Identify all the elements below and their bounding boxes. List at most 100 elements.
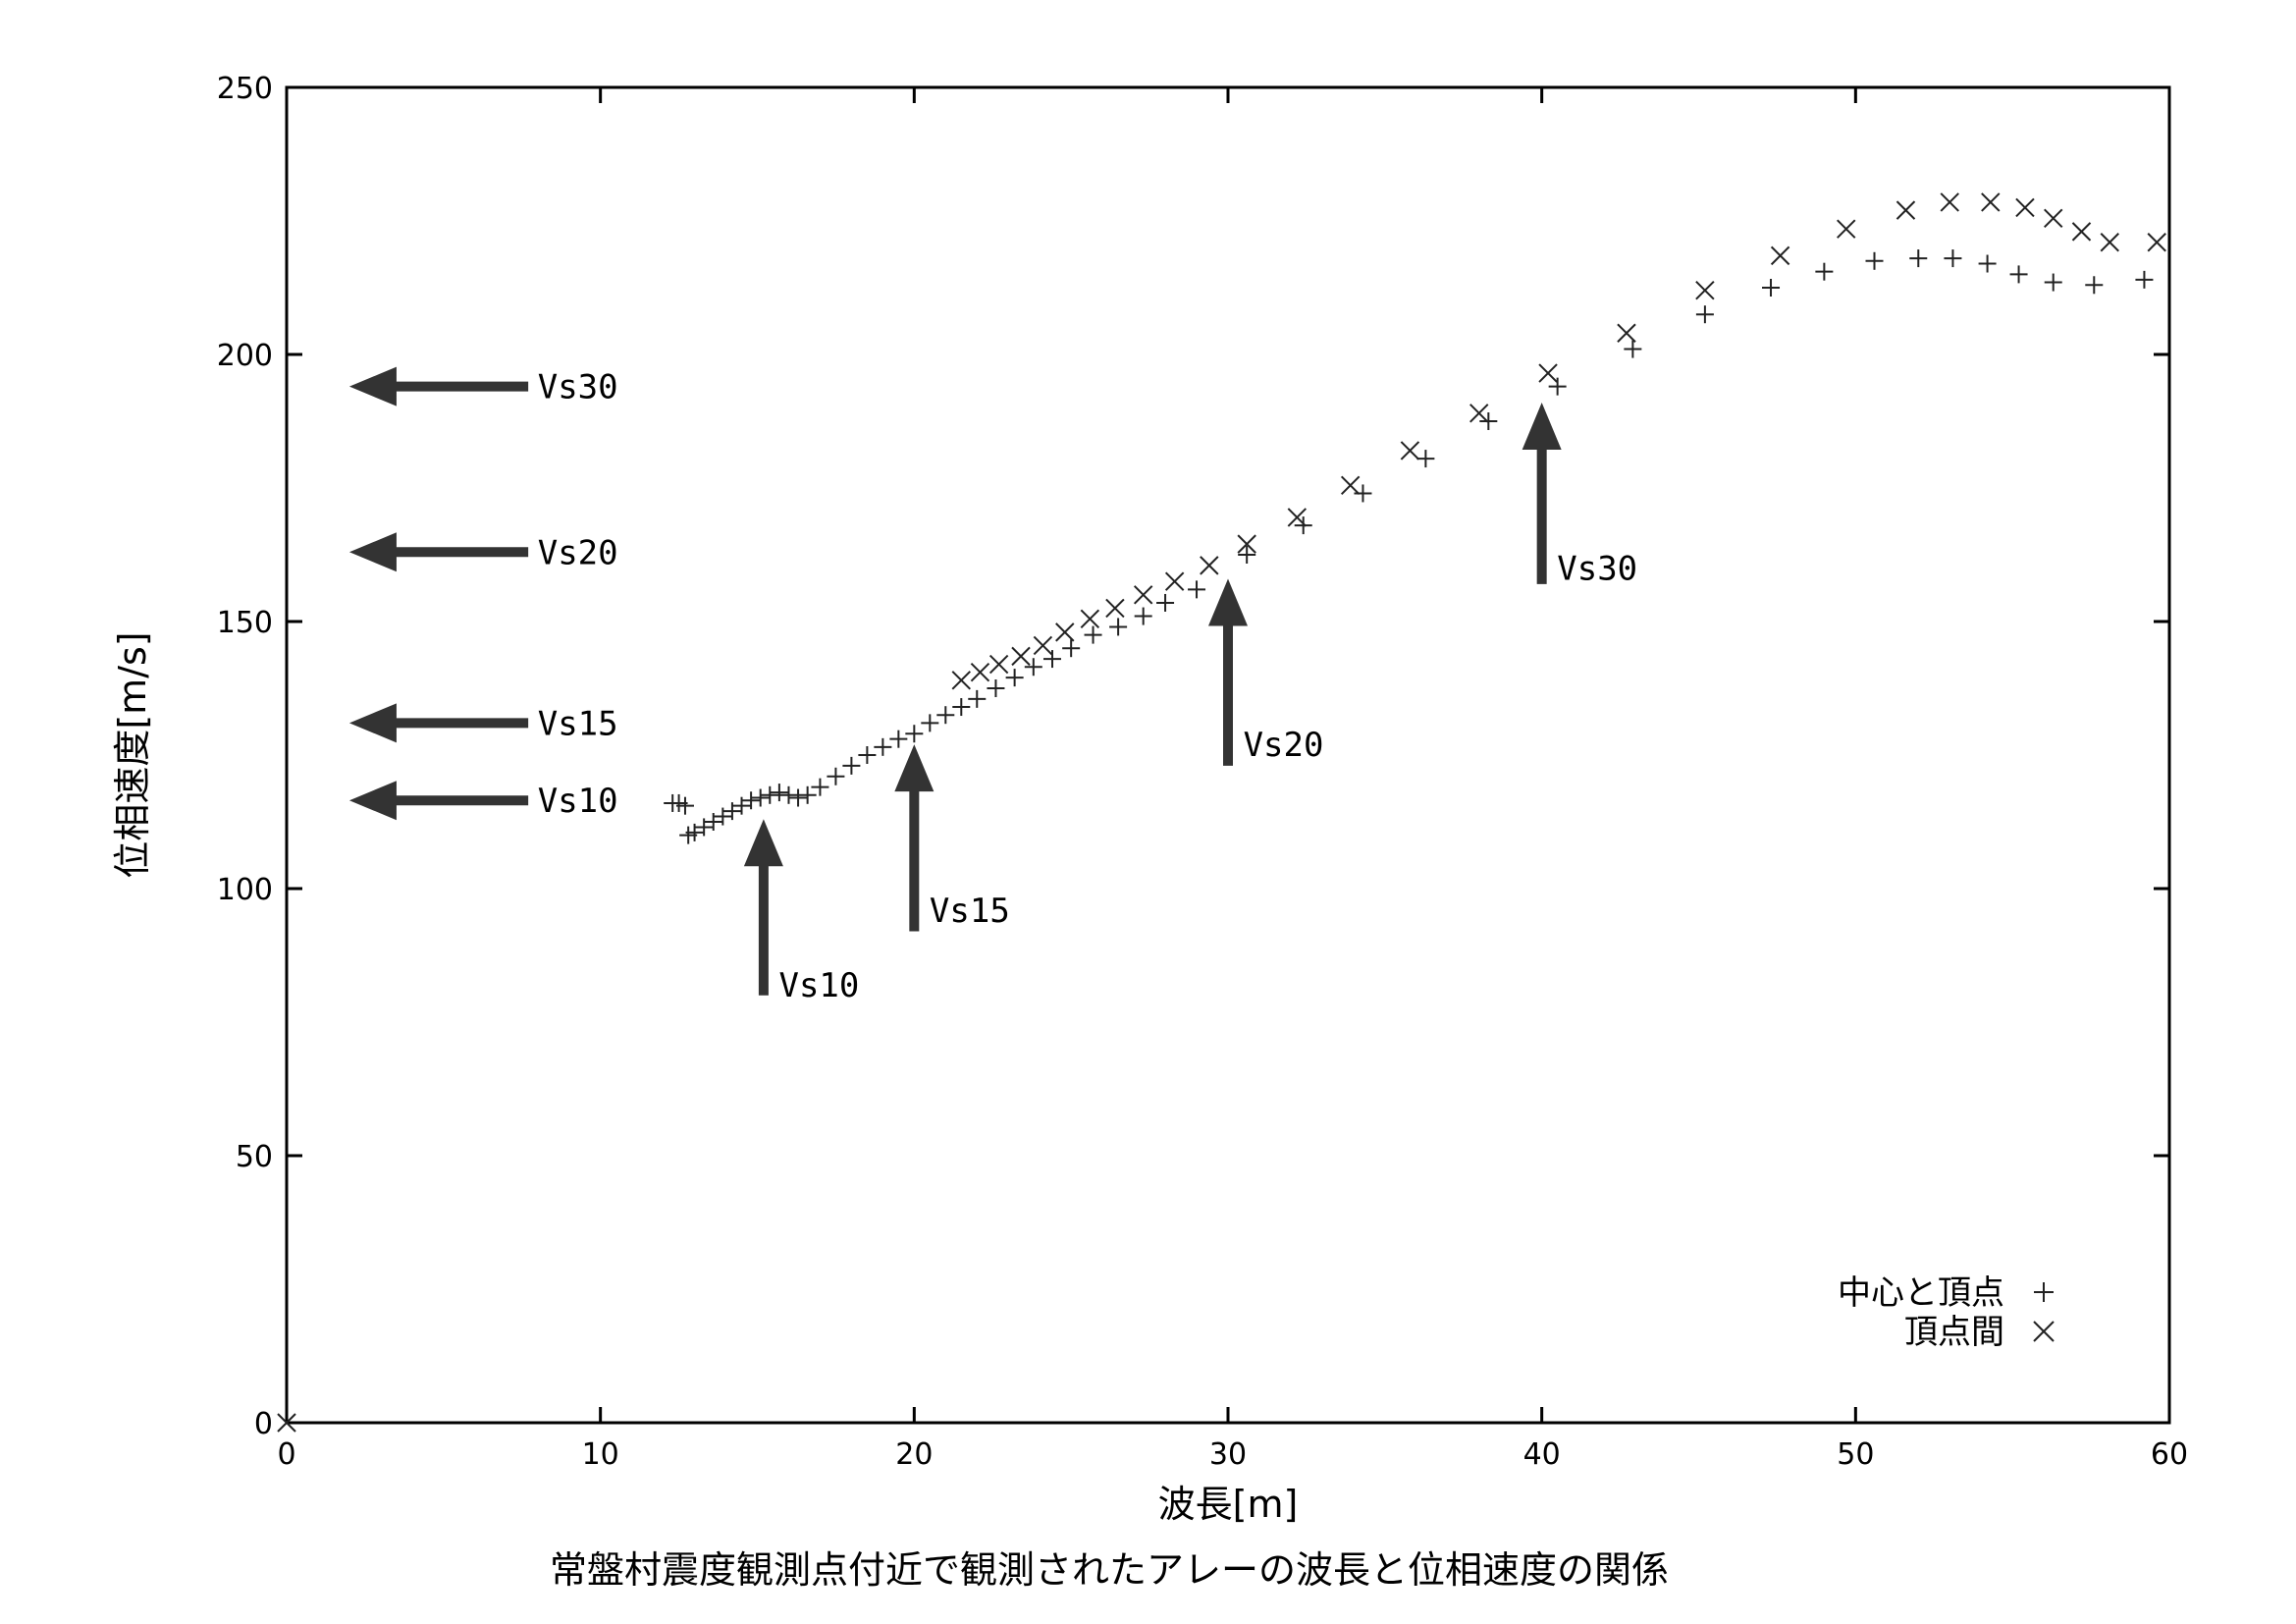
data-point-plus [921, 714, 939, 732]
marker-stroke [2071, 222, 2092, 242]
data-point-plus [952, 698, 971, 717]
marker-stroke [1538, 363, 1558, 383]
data-point-cross [1896, 200, 1916, 220]
annotation-arrow: Vs15 [348, 703, 618, 743]
marker-stroke [1105, 598, 1125, 619]
data-point-cross [2147, 233, 2166, 252]
data-point-plus [858, 746, 877, 764]
data-point-cross [1695, 281, 1715, 300]
marker-stroke [988, 654, 1009, 675]
x-tick-label: 50 [1837, 1437, 1874, 1472]
annotation-arrow: Vs10 [348, 781, 618, 821]
axis-ticks [285, 85, 2171, 1425]
y-tick-label: 150 [217, 606, 273, 640]
data-point-plus [704, 813, 722, 831]
annotation-arrow: Vs15 [894, 744, 1010, 932]
data-point-plus [2044, 273, 2062, 292]
data-point-plus [1024, 658, 1042, 677]
data-point-cross [1105, 598, 1125, 619]
data-point-plus [1815, 262, 1834, 281]
data-point-cross [951, 671, 971, 690]
annotation-label: Vs30 [538, 368, 618, 407]
data-point-plus [695, 818, 714, 837]
data-point-cross [1981, 192, 2001, 212]
annotation-label: Vs10 [778, 966, 859, 1005]
marker-stroke [1340, 475, 1361, 495]
data-point-plus [2009, 265, 2028, 284]
data-point-plus [1005, 669, 1024, 687]
marker-stroke [2147, 233, 2166, 252]
series-1 [664, 249, 2154, 844]
data-point-cross [1200, 556, 1219, 575]
y-tick-label: 50 [236, 1140, 273, 1174]
data-point-plus [1978, 254, 1997, 273]
arrow-shape [894, 744, 934, 932]
marker-stroke [1695, 281, 1715, 300]
data-point-plus [811, 778, 829, 796]
x-tick-label: 20 [895, 1437, 933, 1472]
legend-marker-cross [2033, 1321, 2055, 1342]
y-tick-labels: 0 50 100 150 200 250 [217, 72, 273, 1441]
y-tick-label: 200 [217, 339, 273, 373]
data-point-plus [761, 785, 779, 804]
series-2 [277, 192, 2166, 1433]
data-point-plus [2085, 276, 2104, 295]
data-point-plus [714, 807, 732, 826]
data-point-cross [277, 1413, 296, 1433]
annotations: Vs30 Vs20 Vs15 Vs10 Vs10 Vs15 Vs20 Vs30 [348, 366, 1637, 1005]
data-point-plus [1416, 450, 1435, 468]
data-point-plus [936, 706, 955, 725]
data-point-plus [842, 756, 861, 775]
marker-stroke [1940, 192, 1959, 212]
data-point-cross [2015, 197, 2035, 218]
annotation-arrow: Vs20 [1208, 578, 1323, 766]
data-point-plus [1188, 580, 1206, 599]
marker-stroke [1055, 623, 1075, 642]
arrow-shape [1522, 402, 1562, 584]
annotation-arrow: Vs10 [743, 819, 859, 1005]
marker-stroke [2033, 1321, 2055, 1342]
data-point-plus [905, 725, 924, 743]
data-point-plus [751, 788, 770, 807]
legend-label-series-2: 頂点間 [1904, 1313, 2004, 1352]
data-point-plus [827, 767, 845, 785]
y-tick-label: 0 [254, 1407, 273, 1441]
data-point-cross [2044, 208, 2063, 228]
annotation-label: Vs30 [1557, 550, 1637, 589]
marker-stroke [1133, 585, 1153, 605]
data-point-plus [1865, 251, 1884, 270]
marker-stroke [1400, 441, 1420, 460]
data-point-plus [1238, 546, 1256, 564]
data-point-cross [1538, 363, 1558, 383]
data-point-cross [1469, 404, 1489, 423]
data-point-plus [1479, 412, 1498, 430]
chart-caption: 常盤村震度観測点付近で観測されたアレーの波長と位相速度の関係 [550, 1548, 1669, 1592]
annotation-label: Vs15 [930, 892, 1010, 931]
data-point-plus [789, 788, 808, 807]
data-point-plus [1624, 340, 1642, 358]
data-point-plus [732, 796, 751, 815]
data-point-plus [1109, 618, 1128, 636]
x-axis-title: 波長[m] [1158, 1483, 1299, 1526]
marker-stroke [277, 1413, 296, 1433]
data-point-cross [1055, 623, 1075, 642]
data-point-plus [874, 737, 892, 756]
marker-stroke [1981, 192, 2001, 212]
data-point-cross [1133, 585, 1153, 605]
data-point-plus [1042, 650, 1061, 669]
marker-stroke [2100, 233, 2119, 252]
data-point-cross [1237, 534, 1256, 554]
x-tick-label: 30 [1209, 1437, 1247, 1472]
data-point-plus [968, 689, 987, 708]
data-point-plus [1354, 484, 1372, 503]
data-point-plus [675, 796, 694, 815]
arrow-shape [348, 366, 529, 406]
data-point-plus [798, 785, 817, 804]
data-point-plus [1548, 377, 1567, 396]
marker-stroke [1287, 508, 1308, 527]
x-tick-label: 10 [582, 1437, 619, 1472]
data-point-cross [1080, 609, 1100, 628]
legend-markers [2033, 1282, 2055, 1342]
data-point-plus [1695, 305, 1714, 324]
